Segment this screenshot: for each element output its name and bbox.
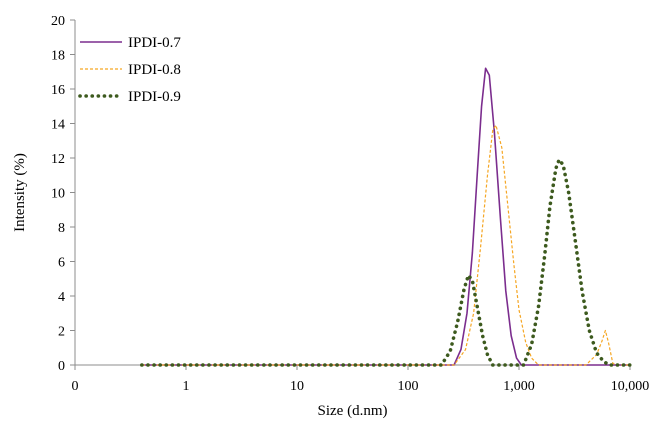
x-tick-label: 10,000 xyxy=(611,379,650,394)
axes: 0 2 4 6 8 10 12 14 16 18 20 0 1 10 100 1,000 10,000 xyxy=(51,14,649,394)
x-tick-label: 0 xyxy=(72,379,79,394)
legend: IPDI-0.7 IPDI-0.8 IPDI-0.9 xyxy=(78,35,181,105)
series-line-ipdi-0.7 xyxy=(141,67,630,366)
y-tick-label: 18 xyxy=(51,49,65,64)
y-tick-label: 20 xyxy=(51,14,65,29)
series-line-ipdi-0.8 xyxy=(141,124,630,366)
legend-label: IPDI-0.8 xyxy=(128,62,181,78)
legend-label: IPDI-0.9 xyxy=(128,89,181,105)
x-tick-label: 1 xyxy=(183,379,190,394)
series-lines xyxy=(140,67,632,367)
y-tick-label: 14 xyxy=(51,118,65,133)
x-tick-label: 10 xyxy=(290,379,304,394)
y-tick-label: 16 xyxy=(51,83,65,98)
y-tick-label: 12 xyxy=(51,152,65,167)
y-tick-label: 2 xyxy=(58,325,65,340)
series-line-ipdi-0.9 xyxy=(140,157,632,367)
y-tick-label: 4 xyxy=(58,290,65,305)
x-axis-title: Size (d.nm) xyxy=(318,403,388,419)
x-tick-label: 1,000 xyxy=(503,379,535,394)
y-tick-label: 10 xyxy=(51,187,65,202)
y-axis-title: Intensity (%) xyxy=(12,153,28,232)
y-tick-label: 6 xyxy=(58,256,65,271)
y-tick-label: 0 xyxy=(58,359,65,374)
y-tick-label: 8 xyxy=(58,221,65,236)
x-tick-label: 100 xyxy=(398,379,419,394)
legend-label: IPDI-0.7 xyxy=(128,35,181,51)
